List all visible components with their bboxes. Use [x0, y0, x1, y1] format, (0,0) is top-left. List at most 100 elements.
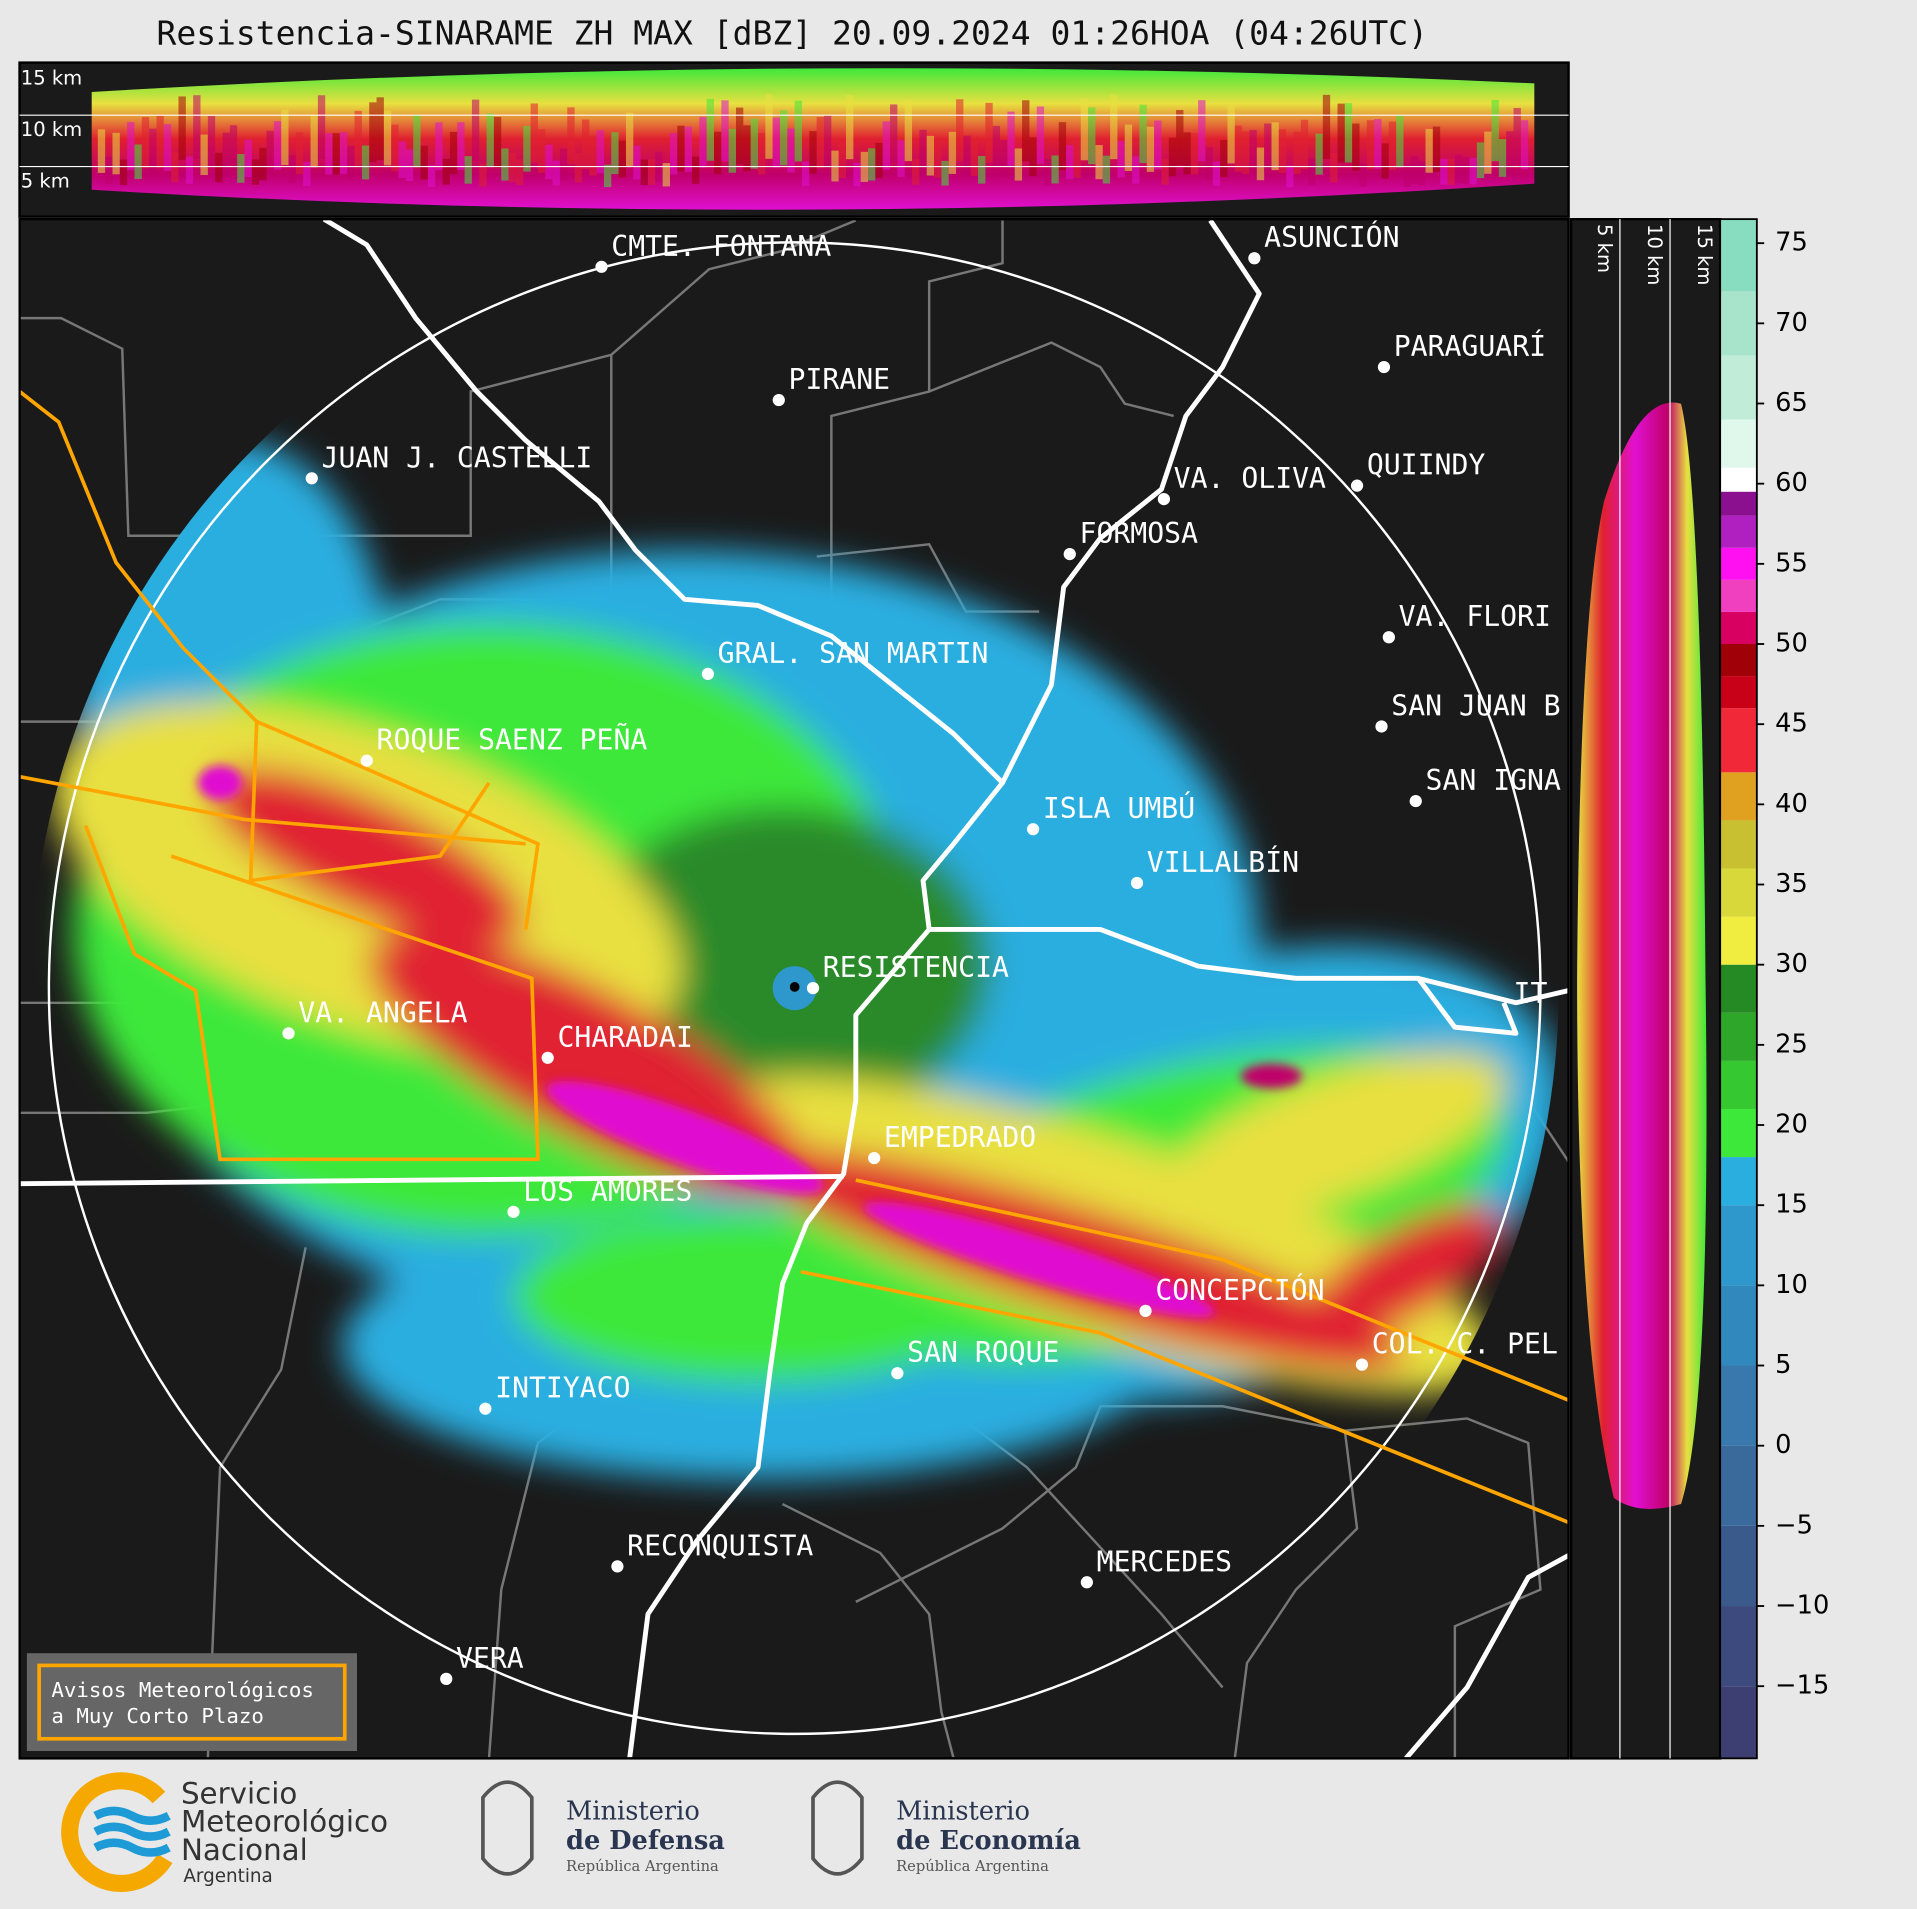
- city-label: ROQUE SAENZ PEÑA: [377, 723, 648, 757]
- city-dot: [701, 667, 714, 681]
- echo-column: [699, 116, 707, 168]
- echo-column: [589, 135, 597, 176]
- echo-column: [567, 107, 575, 165]
- logo-text: Nacional: [181, 1833, 308, 1867]
- echo-column: [890, 104, 898, 163]
- echo-column: [1080, 97, 1089, 161]
- notice-text: Avisos Meteorológicos: [51, 1678, 314, 1702]
- echo-column: [1212, 161, 1221, 186]
- echo-column: [809, 131, 817, 174]
- echo-column: [1264, 123, 1272, 171]
- height-label: 15 km: [1693, 224, 1716, 285]
- echo-column: [1220, 139, 1228, 178]
- echo-column: [941, 160, 949, 186]
- colorbar-tick-label: 15: [1775, 1190, 1808, 1220]
- echo-column: [956, 99, 964, 161]
- logo-text: Servicio: [181, 1777, 297, 1811]
- echo-column: [1418, 161, 1426, 186]
- echo-column: [1205, 147, 1213, 181]
- echo-column: [1388, 121, 1397, 170]
- echo-column: [501, 148, 509, 181]
- colorbar-tick-label: 20: [1775, 1110, 1808, 1140]
- echo-column: [237, 154, 245, 183]
- city-label: MERCEDES: [1097, 1545, 1232, 1578]
- logo-text: de Economía: [896, 1826, 1081, 1856]
- logo-text: Ministerio: [566, 1796, 700, 1826]
- echo-column: [926, 135, 935, 176]
- city-label: SAN JUAN B: [1391, 689, 1560, 722]
- echo-column: [1110, 94, 1118, 160]
- echo-column: [1469, 157, 1477, 185]
- echo-column: [185, 156, 194, 184]
- height-label: 15 km: [21, 67, 82, 90]
- city-label: CHARADAI: [557, 1021, 692, 1054]
- echo-column: [706, 98, 714, 161]
- city-dot: [305, 472, 318, 485]
- side-profile: 5 km 10 km 15 km: [1569, 217, 1722, 1760]
- echo-column: [112, 132, 120, 175]
- echo-column: [1256, 147, 1265, 181]
- color-band: [1720, 1285, 1757, 1366]
- echo-column: [1117, 140, 1125, 178]
- echo-column: [229, 125, 238, 172]
- echo-column: [552, 160, 560, 186]
- echo-column: [963, 135, 971, 176]
- echo-column: [156, 116, 164, 168]
- city-dot: [1375, 720, 1388, 733]
- echo-column: [1242, 131, 1250, 174]
- echo-column: [1000, 140, 1008, 178]
- echo-column: [757, 133, 766, 175]
- echo-column: [794, 100, 803, 162]
- colorbar-tick-label: 5: [1775, 1350, 1791, 1380]
- echo-column: [141, 117, 150, 169]
- echo-column: [325, 133, 333, 175]
- colorbar-tick-label: 10: [1775, 1270, 1808, 1300]
- echo-column: [1432, 126, 1441, 172]
- echo-column: [1293, 131, 1301, 174]
- top-profile: 15 km 10 km 5 km: [18, 61, 1570, 218]
- echo-column: [846, 94, 854, 160]
- echo-column: [537, 129, 546, 173]
- echo-column: [383, 110, 392, 166]
- echo-column: [934, 141, 942, 178]
- echo-column: [684, 126, 692, 172]
- echo-column: [1300, 119, 1309, 170]
- echo-column: [992, 125, 1001, 172]
- color-band: [1720, 491, 1757, 516]
- echo-column: [824, 115, 832, 168]
- city-dot: [1157, 492, 1171, 506]
- notice-box: Avisos Meteorológicos a Muy Corto Plazo: [26, 1653, 357, 1752]
- echo-column: [625, 112, 634, 167]
- echo-column: [772, 117, 781, 169]
- city-dot: [1080, 1576, 1093, 1589]
- logo-text: República Argentina: [566, 1858, 719, 1875]
- echo-column: [985, 102, 993, 163]
- echo-column: [1058, 122, 1067, 171]
- echo-column: [1447, 159, 1455, 185]
- echo-column: [647, 159, 656, 185]
- city-label: CONCEPCIÓN: [1155, 1273, 1324, 1307]
- city-label: RESISTENCIA: [823, 951, 1009, 984]
- echo-column: [1234, 125, 1243, 172]
- color-band: [1720, 419, 1757, 468]
- echo-column: [281, 109, 289, 166]
- colorbar-tick-label: 65: [1775, 388, 1808, 418]
- echo-column: [442, 158, 450, 185]
- city-label: VA. ANGELA: [298, 996, 467, 1029]
- city-label: ISLA UMBÚ: [1043, 791, 1195, 825]
- echo-column: [1513, 108, 1521, 165]
- echo-column: [1374, 119, 1382, 169]
- color-band: [1720, 1108, 1757, 1158]
- echo-column: [978, 155, 986, 184]
- echo-column: [912, 159, 920, 185]
- color-band: [1720, 1686, 1757, 1759]
- echo-column: [1088, 107, 1096, 165]
- city-dot: [1130, 876, 1144, 890]
- echo-column: [486, 113, 494, 167]
- echo-column: [405, 149, 414, 182]
- echo-column: [427, 164, 436, 188]
- city-label: ASUNCIÓN: [1264, 220, 1399, 254]
- echo-column: [581, 119, 590, 170]
- city-dot: [1139, 1304, 1152, 1317]
- city-dot: [595, 260, 608, 273]
